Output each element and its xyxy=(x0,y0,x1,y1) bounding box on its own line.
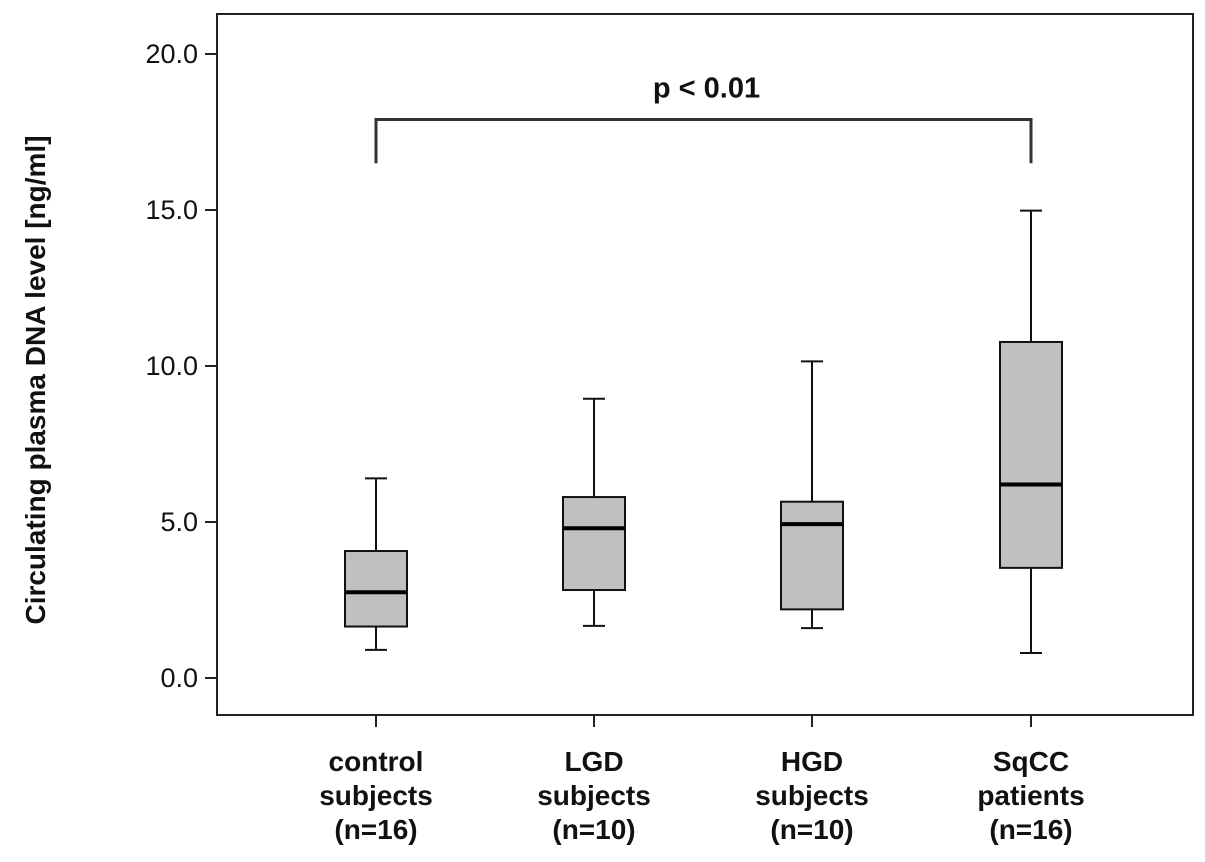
x-category-label: SqCC xyxy=(993,746,1069,777)
x-category-label: LGD xyxy=(564,746,623,777)
x-category-label: (n=16) xyxy=(334,814,417,845)
y-tick-label: 15.0 xyxy=(145,195,198,225)
plot-frame xyxy=(216,13,1194,716)
y-tick-label: 10.0 xyxy=(145,351,198,381)
x-category-label: control xyxy=(329,746,424,777)
x-category-label: subjects xyxy=(755,780,869,811)
x-category-label: HGD xyxy=(781,746,843,777)
box-3 xyxy=(999,209,1063,655)
x-category-label: subjects xyxy=(319,780,433,811)
x-category-label: subjects xyxy=(537,780,651,811)
iqr-box xyxy=(999,340,1063,569)
x-category-label: (n=16) xyxy=(989,814,1072,845)
iqr-box xyxy=(344,550,408,628)
x-category-label: (n=10) xyxy=(552,814,635,845)
box-0 xyxy=(344,477,408,651)
y-axis-title: Circulating plasma DNA level [ng/ml] xyxy=(20,135,51,624)
significance-bracket xyxy=(374,118,1033,164)
box-1 xyxy=(562,397,626,627)
y-tick-label: 5.0 xyxy=(160,507,198,537)
iqr-box xyxy=(780,500,844,611)
y-tick-label: 0.0 xyxy=(160,663,198,693)
y-tick-label: 20.0 xyxy=(145,39,198,69)
x-category-label: (n=10) xyxy=(770,814,853,845)
p-value-label: p < 0.01 xyxy=(653,73,760,105)
x-category-label: patients xyxy=(977,780,1084,811)
box-2 xyxy=(780,360,844,630)
iqr-box xyxy=(562,496,626,592)
